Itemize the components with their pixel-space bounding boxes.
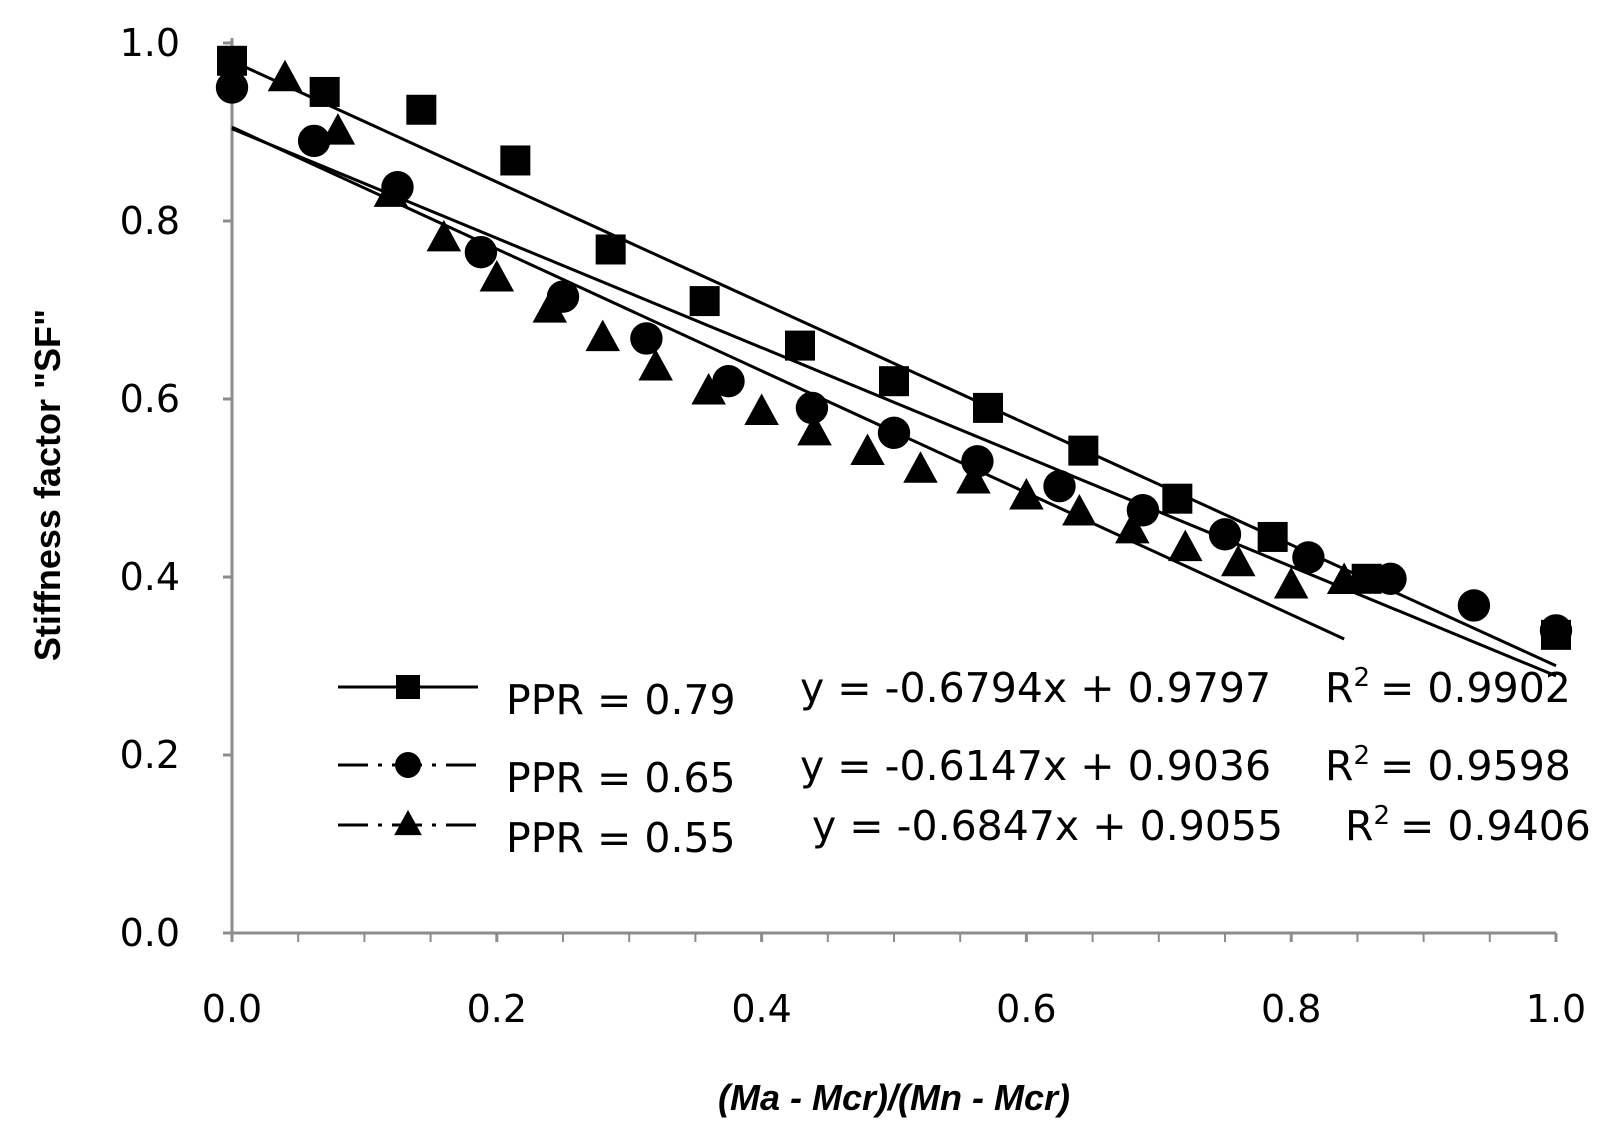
- data-point-series-2: [795, 391, 829, 425]
- data-point-series-3: [850, 433, 885, 465]
- data-point-series-1: [500, 145, 531, 176]
- r-squared-value: = 0.9406: [1400, 802, 1591, 850]
- r-squared-value: = 0.9902: [1380, 664, 1571, 712]
- legend-label: PPR = 0.79: [506, 676, 736, 724]
- trendline-series-3: [231, 125, 1345, 641]
- data-point-series-1: [309, 76, 340, 107]
- data-point-series-2: [297, 124, 331, 158]
- r-squared-superscript: 2: [1354, 663, 1371, 693]
- data-point-series-2: [961, 445, 994, 478]
- y-axis-title: Stiffness factor "SF": [27, 309, 68, 661]
- trendline-series-1: [231, 59, 1557, 668]
- legend-marker: [396, 675, 420, 699]
- data-points: [215, 45, 1573, 650]
- data-point-series-2: [1457, 589, 1491, 622]
- data-point-series-3: [267, 59, 303, 92]
- r-squared-label: R2 = 0.9406: [1345, 801, 1591, 850]
- legend-item-1: PPR = 0.79 y = -0.6794x + 0.9797 R2 = 0.990…: [338, 663, 1571, 724]
- y-tick-label: 0.2: [120, 733, 180, 777]
- data-point-series-3: [1273, 567, 1309, 599]
- trendline-equation: y = -0.6847x + 0.9055: [812, 802, 1283, 850]
- data-point-series-3: [585, 319, 620, 352]
- data-point-series-3: [320, 113, 356, 145]
- data-point-series-1: [784, 330, 815, 361]
- y-tick-label: 1.0: [120, 21, 180, 65]
- data-point-series-1: [689, 286, 720, 317]
- legend-item-3: PPR = 0.55 y = -0.6847x + 0.9055 R2 = 0.940…: [338, 801, 1591, 862]
- x-tick-label: 0.4: [731, 987, 791, 1031]
- x-tick-label: 0.8: [1261, 987, 1321, 1031]
- data-point-series-2: [877, 416, 911, 450]
- data-point-series-3: [744, 393, 779, 425]
- x-tick-label: 0.6: [996, 987, 1056, 1031]
- legend-label: PPR = 0.65: [506, 754, 736, 802]
- data-point-series-2: [712, 365, 745, 398]
- data-point-series-3: [373, 175, 409, 207]
- r-squared-label: R2 = 0.9598: [1325, 741, 1571, 790]
- data-point-series-2: [1374, 562, 1407, 595]
- r-squared-value: = 0.9598: [1380, 742, 1571, 790]
- axes: [230, 38, 1556, 935]
- data-point-series-3: [426, 219, 462, 252]
- r-squared-label: R2 = 0.9902: [1325, 663, 1571, 712]
- trendline-equation: y = -0.6794x + 0.9797: [800, 664, 1271, 712]
- trendline-equation: y = -0.6147x + 0.9036: [800, 742, 1271, 790]
- legend-item-2: PPR = 0.65 y = -0.6147x + 0.9036 R2 = 0.959…: [338, 741, 1571, 802]
- r-squared-symbol: R: [1325, 742, 1354, 790]
- data-point-series-1: [595, 234, 626, 265]
- ticks: 0.0 0.2 0.4 0.6 0.8 1.0 0.0 0.2 0.4 0.6 0.8 1.0: [120, 21, 1587, 1031]
- data-point-series-2: [464, 235, 498, 269]
- data-point-series-2: [215, 71, 249, 104]
- y-tick-label: 0.6: [120, 377, 180, 421]
- data-point-series-3: [638, 348, 673, 381]
- legend-marker: [395, 752, 421, 778]
- data-point-series-3: [1326, 562, 1362, 595]
- data-point-series-1: [406, 94, 437, 125]
- data-point-series-2: [1043, 470, 1076, 503]
- data-point-series-3: [797, 413, 832, 446]
- data-point-series-3: [903, 451, 938, 483]
- r-squared-symbol: R: [1345, 802, 1374, 850]
- x-tick-label: 0.2: [467, 987, 527, 1031]
- r-squared-superscript: 2: [1374, 801, 1391, 831]
- data-point-series-3: [479, 259, 515, 292]
- data-point-series-2: [1292, 541, 1325, 574]
- y-tick-label: 0.0: [120, 911, 180, 955]
- legend: PPR = 0.79 y = -0.6794x + 0.9797 R2 = 0.990…: [338, 663, 1591, 862]
- x-tick-label: 1.0: [1526, 987, 1586, 1031]
- data-point-series-1: [217, 45, 247, 76]
- data-point-series-3: [1220, 544, 1256, 577]
- data-point-series-1: [879, 366, 909, 397]
- data-point-series-2: [1208, 518, 1242, 551]
- data-point-series-1: [973, 392, 1004, 423]
- data-point-series-1: [1162, 483, 1193, 514]
- y-tick-label: 0.4: [120, 555, 180, 599]
- data-point-series-3: [1062, 494, 1097, 526]
- data-point-series-3: [532, 291, 568, 323]
- data-point-series-3: [691, 372, 726, 405]
- data-point-series-3: [1168, 529, 1203, 562]
- x-tick-label: 0.0: [202, 987, 262, 1031]
- data-point-series-1: [1068, 435, 1099, 466]
- data-point-series-2: [1539, 614, 1573, 647]
- r-squared-superscript: 2: [1354, 741, 1371, 771]
- data-point-series-3: [1009, 478, 1044, 510]
- data-point-series-1: [1257, 521, 1288, 552]
- legend-label: PPR = 0.55: [506, 814, 736, 862]
- x-axis-title: (Ma - Mcr)/(Mn - Mcr): [718, 1077, 1070, 1118]
- y-tick-label: 0.8: [120, 199, 180, 243]
- r-squared-symbol: R: [1325, 664, 1354, 712]
- data-point-series-3: [1115, 511, 1150, 544]
- legend-marker: [394, 809, 422, 836]
- data-point-series-3: [956, 461, 991, 494]
- data-point-series-2: [630, 322, 663, 355]
